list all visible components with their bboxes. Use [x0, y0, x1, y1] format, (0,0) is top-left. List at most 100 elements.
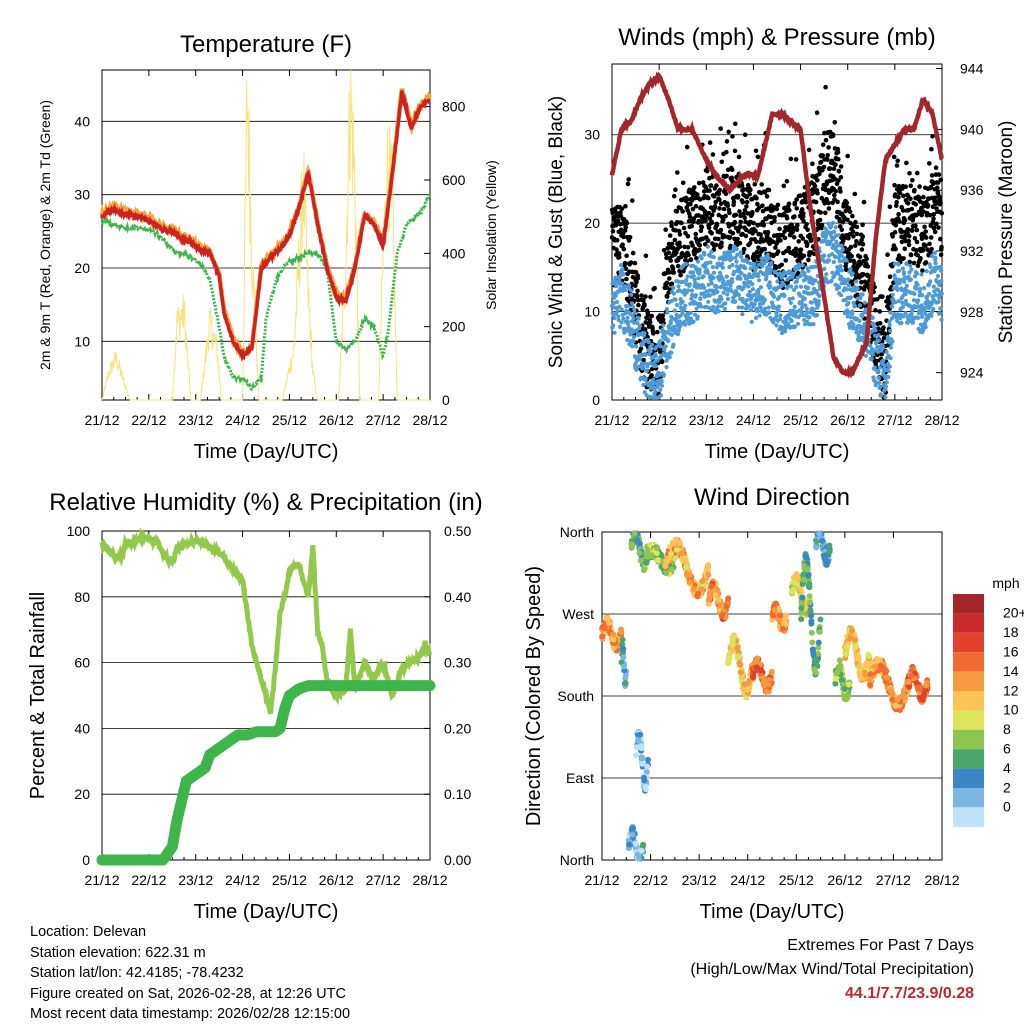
gust-point — [833, 162, 838, 168]
gust-point — [861, 199, 867, 205]
gust-point — [825, 153, 830, 158]
wind-point — [746, 284, 751, 289]
gust-point — [875, 352, 880, 358]
gust-point — [709, 220, 715, 225]
gust-point — [744, 194, 750, 200]
wind-point — [629, 292, 634, 297]
gust-point — [852, 191, 858, 197]
gust-point — [815, 178, 820, 183]
y-tick-label: East — [566, 770, 594, 786]
wind-point — [938, 306, 943, 311]
gust-point — [622, 228, 628, 233]
direction-point — [668, 550, 675, 557]
wind-point — [687, 282, 692, 287]
gust-point — [718, 227, 724, 233]
direction-point — [853, 643, 859, 650]
gust-point — [934, 221, 939, 227]
gust-point — [805, 227, 810, 233]
wind-point — [916, 298, 921, 303]
gust-point — [873, 307, 878, 313]
colorbar-swatch — [953, 632, 984, 653]
wind-point — [886, 369, 891, 374]
gust-point — [639, 293, 644, 298]
wind-point — [688, 310, 693, 315]
wind-point — [846, 301, 851, 306]
direction-point — [726, 651, 733, 658]
gust-point — [933, 165, 939, 170]
wind-point — [829, 278, 834, 283]
wind-point — [631, 339, 636, 344]
gust-point — [885, 252, 890, 257]
wind-point — [903, 311, 908, 316]
gust-point — [893, 246, 898, 252]
colorbar-swatch — [953, 691, 984, 711]
gust-point — [931, 225, 937, 231]
gust-point — [679, 220, 684, 226]
gust-point — [752, 182, 758, 187]
wind-point — [654, 344, 659, 349]
gust-point — [813, 199, 819, 205]
gust-point — [850, 213, 855, 219]
wind-point — [635, 321, 640, 326]
wind-point — [869, 356, 874, 361]
gust-point — [727, 235, 733, 240]
direction-point — [846, 681, 852, 688]
wind-point — [636, 316, 641, 321]
gust-point — [930, 133, 935, 139]
wind-point — [775, 279, 780, 284]
x-tick-label-3: 28/12 — [924, 872, 959, 888]
y-tick-label: North — [560, 852, 594, 868]
wind-point — [835, 243, 840, 248]
colorbar-label: 16 — [1003, 644, 1019, 660]
wind-point — [646, 352, 652, 357]
wind-point — [791, 271, 796, 276]
y-tick-label: 20 — [74, 260, 90, 276]
gust-point — [674, 209, 680, 214]
gust-point — [643, 253, 649, 259]
wind-point — [870, 315, 875, 320]
wind-point — [860, 314, 865, 319]
gust-point — [801, 253, 807, 259]
wind-point — [848, 295, 854, 300]
wind-point — [807, 315, 812, 320]
gust-point — [733, 121, 738, 127]
wind-point — [929, 313, 934, 318]
wind-point — [811, 307, 816, 312]
direction-point — [914, 684, 921, 691]
gust-point — [807, 232, 813, 238]
wind-point — [838, 264, 843, 269]
direction-point — [803, 554, 810, 561]
direction-point — [765, 681, 772, 688]
gust-point — [719, 243, 724, 249]
wind-point — [933, 261, 938, 266]
wind-point — [908, 263, 913, 268]
wind-point — [928, 264, 933, 270]
wind-point — [621, 272, 626, 277]
wind-point — [749, 319, 754, 324]
wind-point — [762, 297, 768, 302]
wind-point — [629, 301, 635, 306]
wind-point — [778, 317, 783, 322]
gust-point — [877, 309, 883, 314]
gust-point — [624, 276, 629, 282]
wind-point — [743, 266, 748, 271]
gust-point — [700, 236, 706, 241]
gust-point — [733, 212, 739, 218]
gust-point — [894, 199, 899, 205]
wind-point — [804, 306, 810, 312]
gust-point — [809, 237, 814, 242]
gust-point — [634, 294, 640, 299]
gust-point — [664, 294, 670, 299]
direction-point — [837, 662, 844, 669]
direction-point — [883, 674, 890, 681]
wind-point — [877, 365, 882, 370]
chart-title-2: Relative Humidity (%) & Precipitation (i… — [49, 489, 482, 516]
wind-point — [628, 332, 633, 337]
gust-point — [724, 149, 729, 155]
wind-point — [698, 296, 703, 301]
gust-point — [621, 234, 626, 240]
wind-point — [920, 293, 925, 298]
wind-point — [631, 334, 637, 340]
wind-point — [766, 305, 771, 310]
gust-point — [881, 335, 887, 341]
